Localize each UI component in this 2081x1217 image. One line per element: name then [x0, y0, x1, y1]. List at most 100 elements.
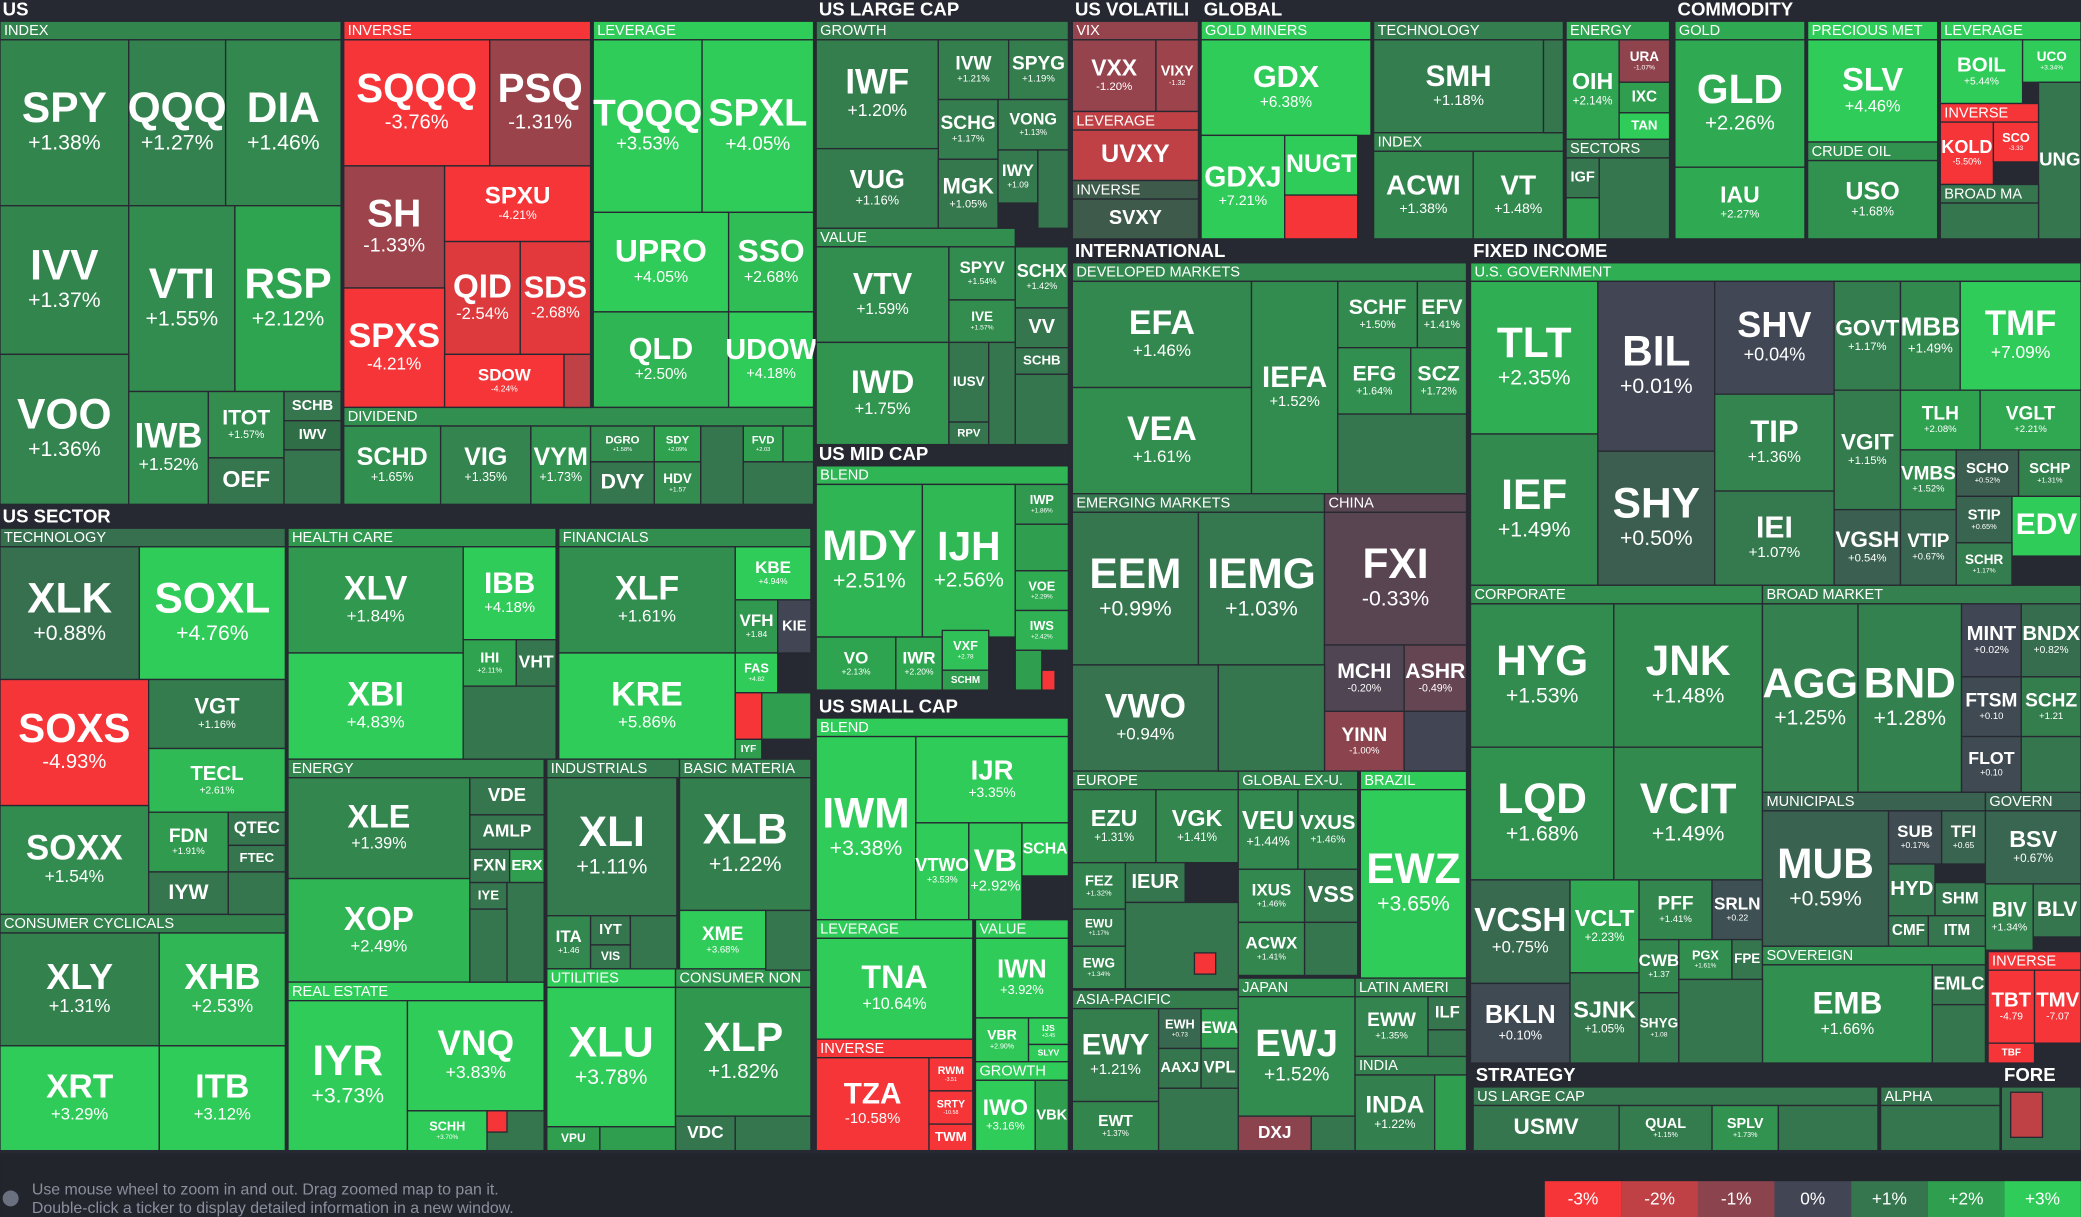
small-tile[interactable] — [283, 449, 342, 505]
tile[interactable] — [147, 747, 287, 813]
tile[interactable] — [128, 390, 210, 505]
tile[interactable] — [147, 811, 229, 873]
tile[interactable] — [0, 546, 141, 681]
tile[interactable] — [128, 205, 236, 393]
tile[interactable] — [734, 546, 812, 601]
tile[interactable] — [815, 636, 897, 691]
tile[interactable] — [921, 483, 1016, 638]
tile[interactable] — [1833, 389, 1902, 511]
small-tile[interactable] — [734, 692, 763, 740]
tile[interactable] — [0, 353, 130, 505]
tile[interactable] — [1714, 280, 1835, 395]
small-tile[interactable] — [1931, 1003, 1987, 1064]
tile[interactable] — [138, 546, 287, 681]
small-tile[interactable] — [486, 1110, 508, 1133]
tile[interactable] — [1899, 508, 1957, 586]
small-tile[interactable] — [1014, 649, 1043, 691]
tile[interactable] — [287, 877, 471, 983]
tile[interactable] — [1200, 134, 1286, 240]
tile[interactable] — [1323, 644, 1405, 713]
tile[interactable] — [1984, 810, 2081, 885]
tile[interactable] — [1899, 389, 1981, 451]
tile[interactable] — [1761, 810, 1890, 947]
tile[interactable] — [1410, 347, 1468, 415]
tile[interactable] — [1984, 883, 2034, 951]
tile[interactable] — [1071, 511, 1200, 666]
small-tile[interactable] — [1157, 1087, 1239, 1152]
small-tile[interactable] — [469, 908, 508, 983]
tile[interactable] — [508, 848, 545, 884]
tile[interactable] — [469, 848, 511, 884]
small-tile[interactable] — [1434, 1074, 1468, 1152]
tile[interactable] — [443, 240, 521, 356]
tile[interactable] — [1833, 280, 1902, 391]
tile[interactable] — [727, 311, 815, 409]
small-tile[interactable] — [2009, 1091, 2044, 1139]
tile[interactable] — [1200, 39, 1372, 137]
tile[interactable] — [1021, 822, 1070, 877]
tile[interactable] — [1955, 495, 2013, 544]
tile[interactable] — [1469, 746, 1615, 881]
tile[interactable] — [1613, 603, 1764, 748]
tile[interactable] — [1955, 449, 2020, 498]
tile[interactable] — [207, 457, 285, 505]
tile[interactable] — [0, 804, 150, 916]
small-tile[interactable] — [1542, 39, 1565, 134]
tile[interactable] — [1237, 996, 1356, 1117]
tile[interactable] — [1955, 542, 2013, 586]
tile[interactable] — [287, 652, 464, 760]
tile[interactable] — [1323, 710, 1405, 772]
tile[interactable] — [589, 461, 655, 505]
tile[interactable] — [1931, 964, 1987, 1006]
tile[interactable] — [678, 777, 812, 912]
tile[interactable] — [895, 636, 943, 691]
tile[interactable] — [1007, 39, 1070, 101]
small-tile[interactable] — [1014, 373, 1070, 446]
small-tile[interactable] — [1427, 1029, 1468, 1058]
tile[interactable] — [941, 629, 990, 671]
tile[interactable] — [2037, 81, 2081, 240]
tile[interactable] — [1569, 879, 1640, 974]
tile[interactable] — [1469, 982, 1571, 1064]
tile[interactable] — [1618, 39, 1671, 83]
tile[interactable] — [592, 211, 730, 313]
tile[interactable] — [1284, 134, 1359, 196]
tile[interactable] — [1427, 996, 1468, 1031]
tile[interactable] — [2017, 449, 2081, 498]
tile[interactable] — [1618, 1104, 1713, 1152]
tile[interactable] — [1469, 433, 1599, 586]
tile[interactable] — [968, 822, 1023, 921]
small-tile[interactable] — [506, 881, 545, 983]
tile[interactable] — [0, 932, 160, 1047]
tile[interactable] — [462, 639, 517, 687]
tile[interactable] — [439, 425, 532, 505]
small-tile[interactable] — [1403, 710, 1468, 772]
tile[interactable] — [1157, 1047, 1202, 1089]
tile[interactable] — [158, 1045, 287, 1152]
tile[interactable] — [941, 669, 990, 691]
tile[interactable] — [1337, 280, 1419, 349]
tile[interactable] — [1597, 450, 1716, 586]
tile[interactable] — [727, 211, 815, 313]
tile[interactable] — [1618, 112, 1671, 141]
small-tile[interactable] — [988, 341, 1016, 446]
small-tile[interactable] — [742, 461, 815, 505]
tile[interactable] — [1638, 992, 1680, 1064]
small-tile[interactable] — [1337, 413, 1468, 495]
tile[interactable] — [1806, 159, 1939, 240]
tile[interactable] — [462, 546, 557, 641]
tile[interactable] — [1899, 449, 1957, 511]
small-tile[interactable] — [1037, 149, 1070, 229]
tile[interactable] — [1939, 121, 1995, 186]
tile[interactable] — [343, 39, 491, 167]
tile[interactable] — [1638, 938, 1680, 994]
tile[interactable] — [2020, 603, 2081, 678]
tile[interactable] — [515, 639, 557, 687]
tile[interactable] — [777, 599, 812, 654]
tile[interactable] — [224, 39, 342, 207]
tile[interactable] — [1071, 280, 1253, 389]
tile[interactable] — [974, 937, 1070, 1019]
small-tile[interactable] — [734, 1115, 812, 1152]
tile[interactable] — [0, 678, 150, 807]
tile[interactable] — [406, 1000, 545, 1112]
